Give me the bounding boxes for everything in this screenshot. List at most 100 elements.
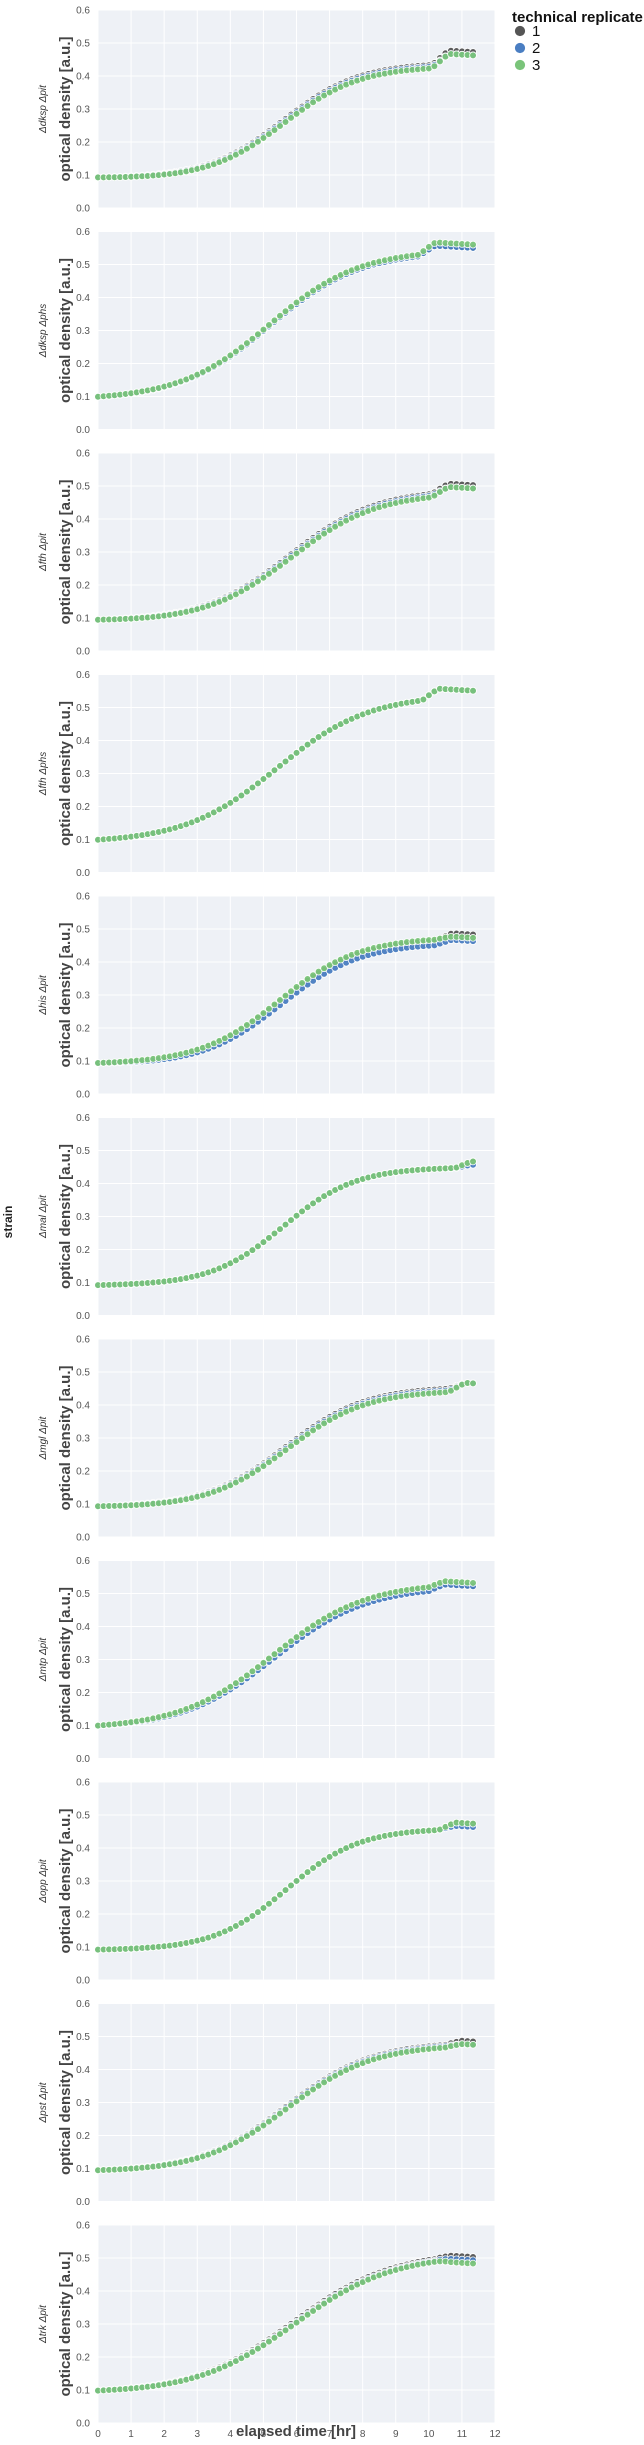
data-point xyxy=(469,1379,477,1388)
data-point xyxy=(292,749,301,757)
legend-marker xyxy=(514,42,526,54)
y-tick-label: 0.3 xyxy=(76,1655,90,1666)
y-tick-label: 0.4 xyxy=(76,2065,90,2076)
x-tick-label: 12 xyxy=(489,2429,501,2440)
data-point xyxy=(259,2341,268,2350)
y-tick-label: 0.1 xyxy=(76,614,90,625)
data-point xyxy=(298,1434,306,1442)
data-point xyxy=(276,1645,284,1654)
data-point xyxy=(292,298,301,307)
data-point xyxy=(270,1895,279,1904)
facet-panel: 0.0 0.1 0.2 0.3 0.4 0.5 0.6 optical density [a.… xyxy=(38,6,496,215)
data-point xyxy=(314,2082,323,2090)
data-point xyxy=(314,967,323,976)
data-point xyxy=(248,1246,257,1254)
data-point xyxy=(276,311,284,320)
data-point xyxy=(325,2296,334,2304)
data-point xyxy=(469,2040,477,2049)
data-point xyxy=(314,1195,323,1204)
data-point xyxy=(287,2322,295,2331)
data-point xyxy=(276,996,284,1004)
y-tick-label: 0.5 xyxy=(76,2254,90,2265)
data-point xyxy=(270,316,279,325)
data-point xyxy=(314,1423,323,1431)
data-point xyxy=(254,1465,262,1474)
data-point xyxy=(232,1679,240,1687)
x-tick-label: 4 xyxy=(228,2429,234,2440)
data-point xyxy=(469,686,477,695)
data-point xyxy=(281,1220,290,1229)
data-point xyxy=(237,1675,246,1684)
data-point xyxy=(237,1024,246,1033)
data-point xyxy=(254,1242,262,1251)
strain-label: Δmal Δpit xyxy=(38,1194,49,1239)
data-point xyxy=(447,1386,455,1395)
y-tick-label: 0.5 xyxy=(76,1146,90,1157)
y-tick-label: 0.0 xyxy=(76,2197,90,2208)
data-point xyxy=(425,243,433,251)
series-replicate-3 xyxy=(94,1818,477,1954)
y-tick-label: 0.6 xyxy=(76,670,90,681)
data-point xyxy=(281,557,290,566)
y-tick-label: 0.2 xyxy=(76,138,90,149)
facet-panel: 0.0 0.1 0.2 0.3 0.4 0.5 0.6 optical density [a.… xyxy=(38,892,496,1101)
x-tick-label: 3 xyxy=(194,2429,200,2440)
data-point xyxy=(259,325,268,334)
strain-label: Δpst Δpit xyxy=(38,2081,49,2123)
data-point xyxy=(314,95,323,103)
data-point xyxy=(314,533,323,542)
data-point xyxy=(287,114,295,122)
y-tick-label: 0.3 xyxy=(76,2320,90,2331)
y-axis-label: optical density [a.u.] xyxy=(57,258,74,403)
data-point xyxy=(254,1013,262,1022)
data-point xyxy=(287,1637,295,1646)
y-tick-label: 0.5 xyxy=(76,1589,90,1600)
data-point xyxy=(270,2334,279,2342)
data-point xyxy=(469,484,477,493)
strain-label: Δfth Δphs xyxy=(38,752,49,796)
y-tick-label: 0.3 xyxy=(76,1212,90,1223)
data-point xyxy=(265,2117,273,2126)
panels-group: 0.0 0.1 0.2 0.3 0.4 0.5 0.6 optical density [a.… xyxy=(38,6,501,2441)
data-point xyxy=(298,744,306,753)
data-point xyxy=(419,247,428,255)
y-tick-label: 0.2 xyxy=(76,359,90,370)
data-point xyxy=(436,488,444,496)
y-tick-label: 0.6 xyxy=(76,892,90,903)
y-tick-label: 0.6 xyxy=(76,227,90,238)
data-point xyxy=(303,1430,312,1438)
data-point xyxy=(254,577,262,586)
y-tick-label: 0.0 xyxy=(76,1533,90,1544)
facet-panel: 0.0 0.1 0.2 0.3 0.4 0.5 0.6 optical density [a.… xyxy=(38,1113,496,1322)
data-point xyxy=(226,1031,235,1040)
y-tick-label: 0.0 xyxy=(76,1090,90,1101)
data-point xyxy=(430,62,439,71)
data-point xyxy=(303,1868,312,1876)
facet-panel: 0.0 0.1 0.2 0.3 0.4 0.5 0.6 optical density [a.… xyxy=(38,449,496,658)
y-tick-label: 0.0 xyxy=(76,1311,90,1322)
data-point xyxy=(248,141,257,150)
y-tick-label: 0.3 xyxy=(76,2098,90,2109)
data-point xyxy=(254,779,262,788)
data-point xyxy=(215,1689,224,1698)
data-point xyxy=(221,355,229,363)
data-point xyxy=(259,2121,268,2130)
data-point xyxy=(425,691,433,700)
data-point xyxy=(292,110,301,118)
data-point xyxy=(270,566,279,574)
data-point xyxy=(281,1446,290,1455)
data-point xyxy=(248,2128,257,2137)
data-point xyxy=(292,2318,301,2327)
data-point xyxy=(298,2093,306,2102)
legend-label: 1 xyxy=(532,23,540,40)
facet-panel: 0.0 0.1 0.2 0.3 0.4 0.5 0.6 optical density [a.… xyxy=(38,1999,496,2208)
y-axis-label: optical density [a.u.] xyxy=(57,2251,74,2396)
y-tick-label: 0.1 xyxy=(76,2386,90,2397)
data-point xyxy=(309,1199,317,1208)
data-point xyxy=(237,791,246,800)
y-tick-label: 0.3 xyxy=(76,1877,90,1888)
data-point xyxy=(226,799,235,807)
data-point xyxy=(320,1856,328,1865)
y-tick-label: 0.5 xyxy=(76,39,90,50)
data-point xyxy=(265,770,273,779)
